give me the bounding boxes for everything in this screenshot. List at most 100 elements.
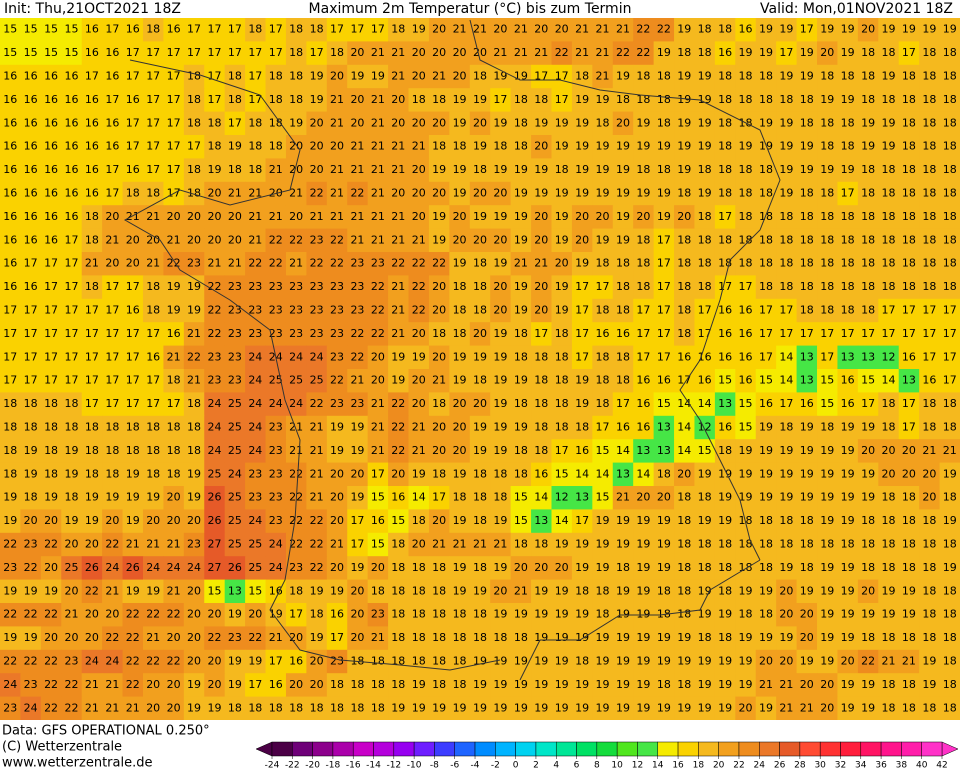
- temperature-label: 18: [126, 187, 140, 200]
- temperature-label: 19: [146, 491, 160, 504]
- temperature-label: 18: [718, 631, 732, 644]
- temperature-label: 13: [534, 514, 548, 527]
- colorbar-tick-label: 40: [916, 761, 928, 771]
- temperature-cell: [367, 158, 389, 183]
- temperature-label: 22: [44, 655, 58, 668]
- temperature-label: 23: [289, 304, 303, 317]
- temperature-label: 18: [248, 116, 262, 129]
- temperature-label: 19: [636, 655, 650, 668]
- temperature-label: 18: [677, 491, 691, 504]
- temperature-cell: [796, 415, 818, 440]
- temperature-cell: [612, 298, 634, 323]
- temperature-cell: [919, 135, 941, 159]
- temperature-label: 18: [820, 140, 834, 153]
- temperature-label: 21: [596, 23, 610, 36]
- temperature-label: 17: [371, 467, 385, 480]
- temperature-label: 18: [718, 70, 732, 83]
- temperature-label: 19: [207, 701, 221, 714]
- temperature-cell: [551, 626, 573, 651]
- temperature-cell: [224, 252, 246, 276]
- temperature-cell: [694, 252, 716, 276]
- temperature-cell: [735, 205, 757, 230]
- temperature-label: 22: [24, 655, 38, 668]
- temperature-label: 21: [432, 538, 446, 551]
- temperature-cell: [306, 626, 328, 651]
- temperature-label: 19: [555, 233, 569, 246]
- temperature-label: 22: [289, 233, 303, 246]
- temperature-label: 21: [493, 538, 507, 551]
- temperature-label: 18: [800, 257, 814, 270]
- temperature-cell: [61, 603, 83, 627]
- temperature-label: 20: [167, 210, 181, 223]
- temperature-cell: [306, 415, 328, 440]
- temperature-cell: [285, 111, 307, 136]
- temperature-cell: [551, 369, 573, 393]
- temperature-cell: [163, 462, 185, 487]
- temperature-label: 19: [207, 163, 221, 176]
- temperature-label: 18: [759, 233, 773, 246]
- temperature-label: 18: [718, 538, 732, 551]
- temperature-cell: [265, 626, 287, 651]
- temperature-cell: [347, 298, 369, 323]
- temperature-label: 19: [575, 678, 589, 691]
- temperature-label: 23: [330, 655, 344, 668]
- temperature-label: 19: [698, 467, 712, 480]
- temperature-label: 19: [453, 187, 467, 200]
- temperature-cell: [857, 18, 879, 42]
- temperature-cell: [755, 579, 777, 604]
- temperature-cell: [633, 111, 655, 136]
- temperature-label: 20: [493, 23, 507, 36]
- temperature-label: 20: [412, 70, 426, 83]
- temperature-cell: [939, 18, 960, 42]
- temperature-cell: [61, 181, 83, 206]
- temperature-label: 20: [350, 631, 364, 644]
- temperature-label: 18: [902, 70, 916, 83]
- temperature-cell: [735, 392, 757, 417]
- temperature-label: 17: [146, 93, 160, 106]
- temperature-cell: [755, 392, 777, 417]
- temperature-label: 19: [432, 701, 446, 714]
- temperature-cell: [122, 252, 144, 276]
- temperature-cell: [388, 228, 410, 253]
- temperature-cell: [490, 603, 512, 627]
- temperature-label: 19: [412, 701, 426, 714]
- temperature-label: 21: [248, 233, 262, 246]
- temperature-label: 19: [779, 163, 793, 176]
- temperature-cell: [817, 415, 838, 440]
- temperature-cell: [919, 509, 941, 534]
- temperature-label: 20: [432, 514, 446, 527]
- temperature-label: 16: [44, 70, 58, 83]
- temperature-label: 19: [820, 23, 834, 36]
- temperature-cell: [306, 111, 328, 136]
- temperature-cell: [714, 275, 736, 300]
- temperature-cell: [674, 462, 695, 487]
- temperature-label: 20: [636, 210, 650, 223]
- temperature-cell: [306, 369, 328, 393]
- temperature-label: 20: [105, 210, 119, 223]
- temperature-label: 17: [3, 374, 17, 387]
- temperature-label: 17: [922, 304, 936, 317]
- temperature-label: 17: [698, 304, 712, 317]
- temperature-label: 19: [453, 257, 467, 270]
- temperature-cell: [163, 532, 185, 557]
- temperature-cell: [674, 509, 695, 534]
- temperature-cell: [551, 252, 573, 276]
- temperature-cell: [183, 252, 205, 276]
- temperature-label: 19: [861, 608, 875, 621]
- temperature-label: 18: [657, 467, 671, 480]
- temperature-cell: [183, 181, 205, 206]
- temperature-cell: [796, 392, 818, 417]
- temperature-cell: [612, 18, 634, 42]
- colorbar-segment: [413, 741, 435, 757]
- temperature-cell: [428, 41, 450, 66]
- temperature-cell: [919, 462, 941, 487]
- temperature-cell: [102, 626, 124, 651]
- temperature-cell: [347, 158, 369, 183]
- temperature-cell: [428, 439, 450, 464]
- temperature-label: 19: [943, 467, 957, 480]
- temperature-label: 19: [616, 140, 630, 153]
- temperature-label: 16: [24, 187, 38, 200]
- temperature-cell: [469, 252, 491, 276]
- temperature-cell: [878, 392, 900, 417]
- temperature-label: 18: [473, 467, 487, 480]
